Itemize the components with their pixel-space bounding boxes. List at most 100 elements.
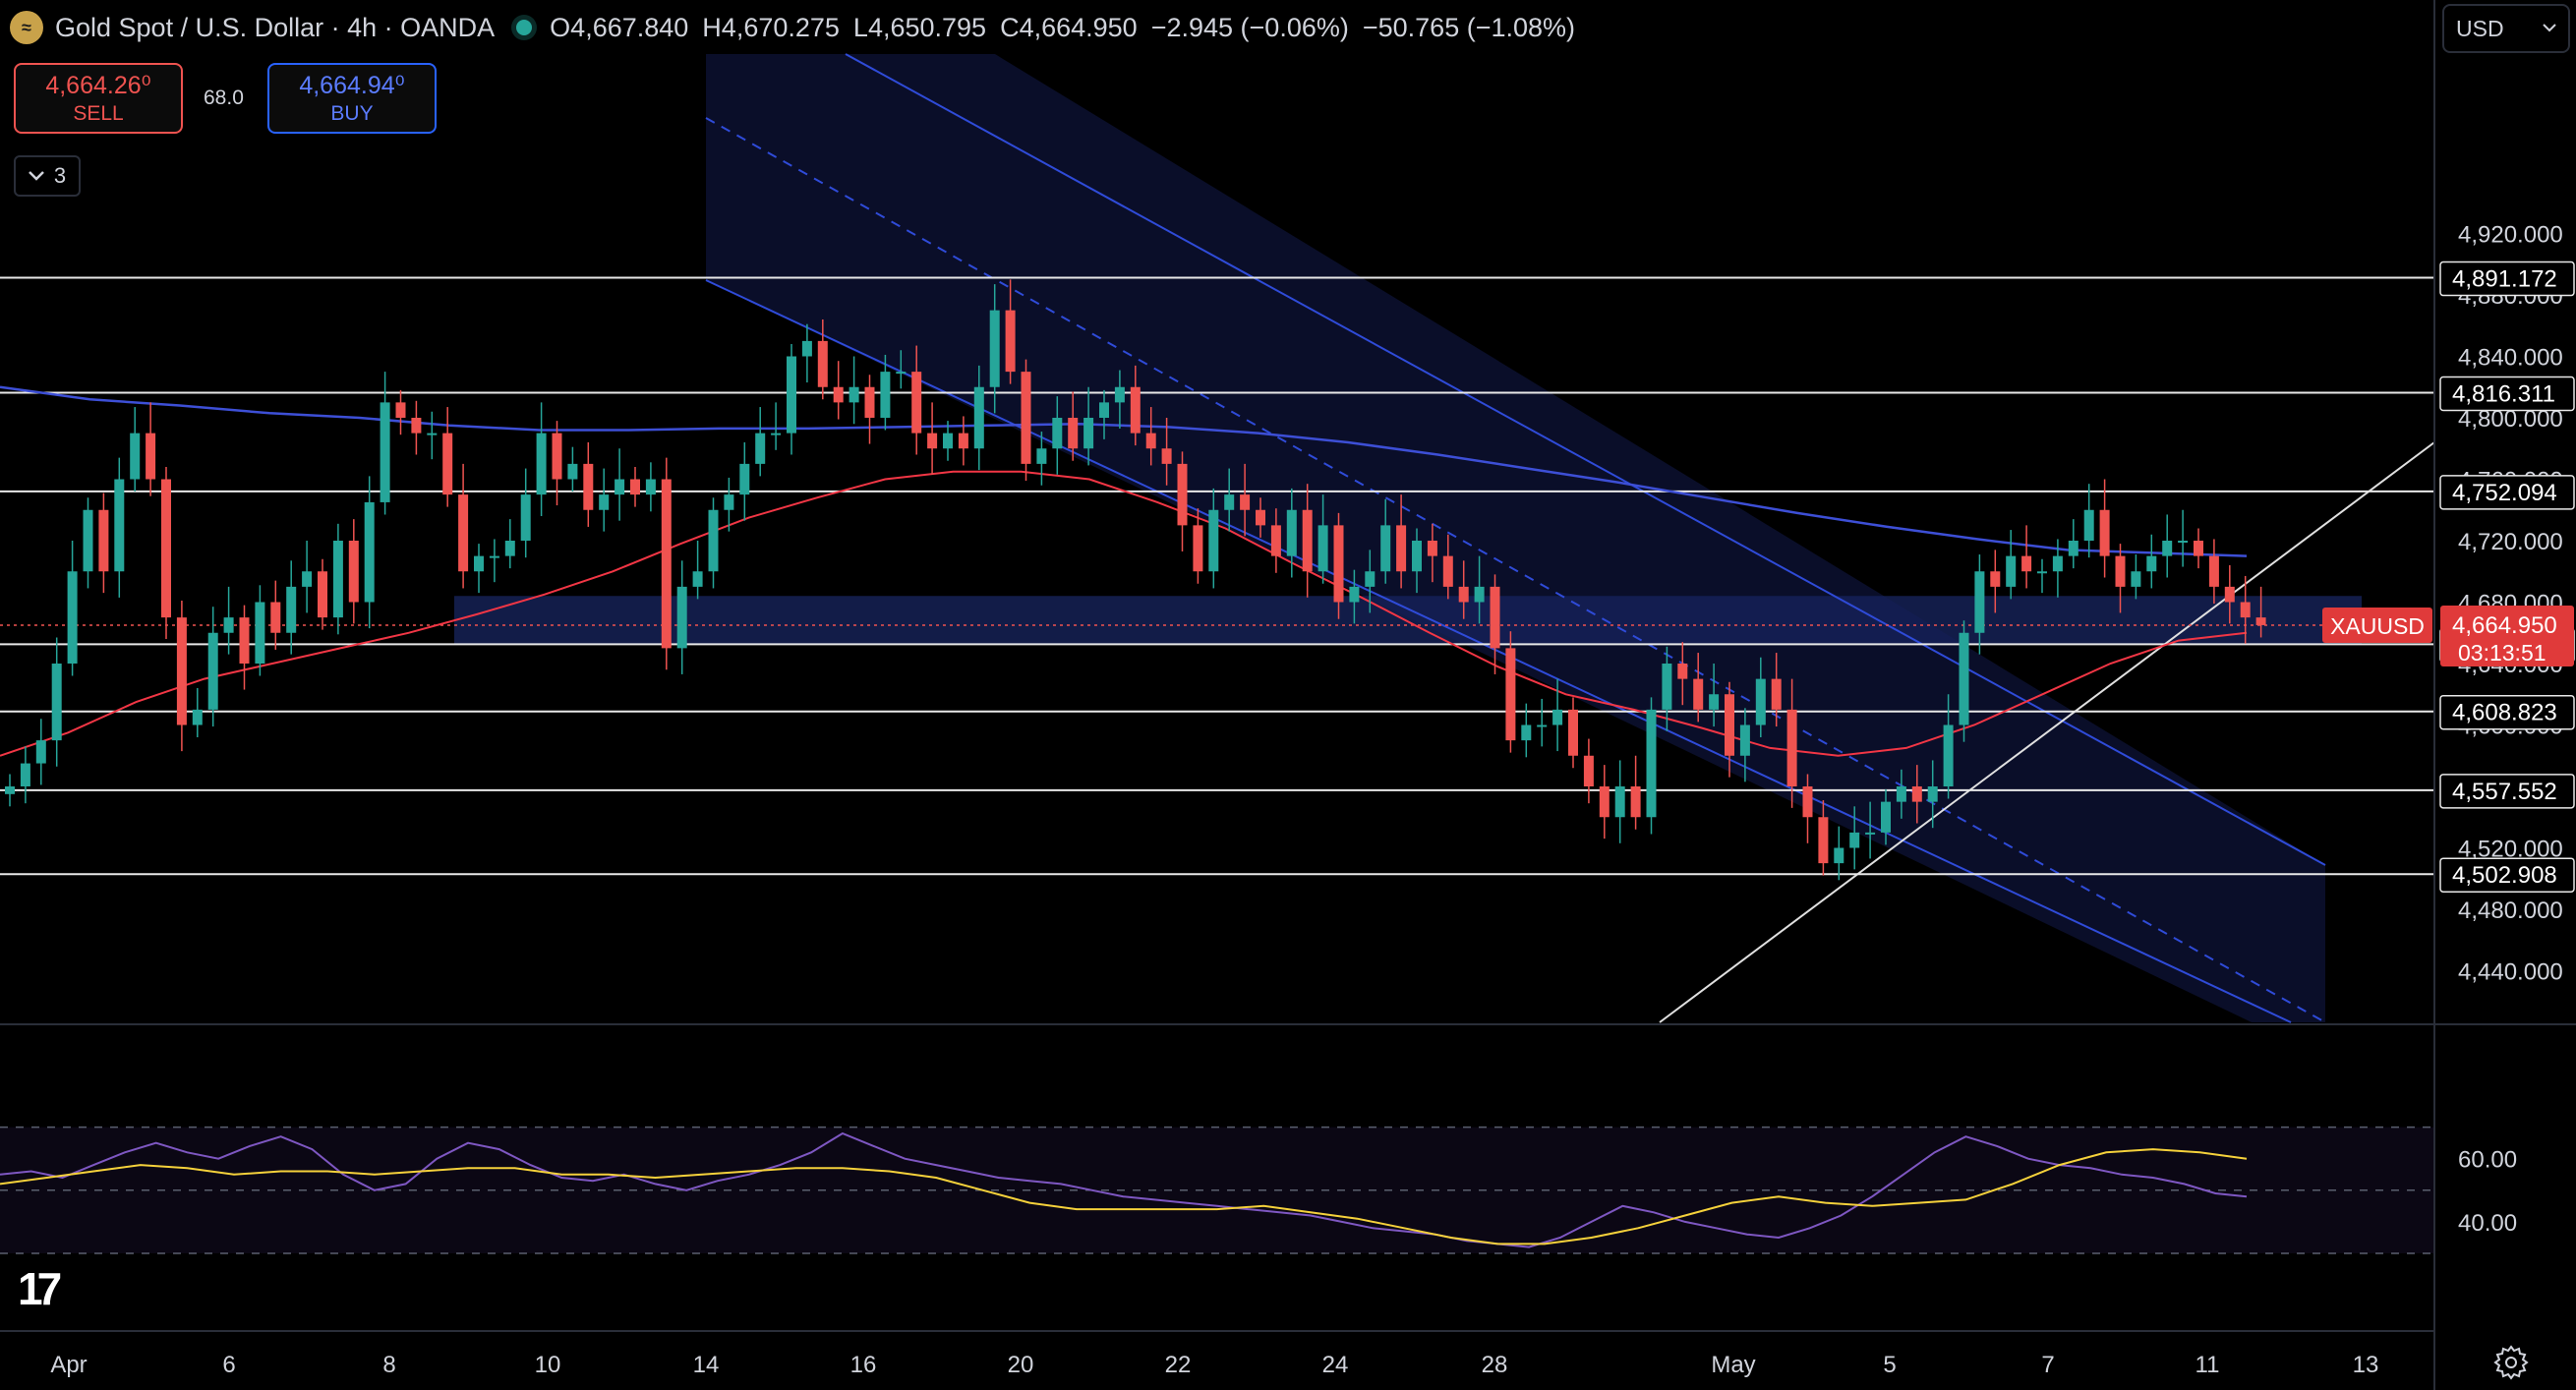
settings-gear-icon[interactable] — [2491, 1343, 2531, 1382]
x-tick-label: 11 — [2195, 1352, 2220, 1378]
candle — [1834, 847, 1844, 864]
candle — [1786, 709, 1797, 786]
candle — [239, 617, 250, 664]
level-label: 4,891.172 — [2452, 266, 2557, 293]
candle — [1083, 418, 1094, 449]
candle — [787, 356, 796, 434]
candle — [130, 433, 141, 480]
candle — [864, 386, 875, 418]
close-label: C — [1000, 12, 1020, 42]
candle — [1317, 525, 1328, 572]
candle — [146, 433, 156, 480]
rsi-line — [0, 1131, 2248, 1248]
level-label: 4,816.311 — [2452, 381, 2555, 408]
candle — [630, 479, 640, 495]
candle — [1130, 386, 1141, 434]
level-label-box — [2439, 475, 2575, 510]
candle — [1177, 463, 1188, 526]
candle — [1662, 664, 1672, 710]
candle — [5, 786, 15, 794]
candle — [1380, 525, 1391, 572]
x-tick-label: 28 — [1482, 1352, 1508, 1378]
x-tick-label: 8 — [382, 1352, 395, 1378]
ma-slow-line — [0, 385, 2248, 557]
candle — [318, 571, 327, 618]
spread-value: 68.0 — [204, 87, 244, 109]
candle — [1145, 433, 1156, 449]
candle — [1099, 402, 1109, 418]
candle — [1256, 509, 1265, 526]
candle — [1365, 571, 1376, 587]
candle — [958, 433, 968, 449]
rsi-ma-line — [0, 1148, 2248, 1245]
symbol-header: ≈ Gold Spot / U.S. Dollar · 4h · OANDA O… — [10, 8, 1575, 47]
sell-button[interactable]: 4,664.26⁰ SELL — [14, 63, 183, 134]
candle — [1224, 494, 1235, 510]
level-label: 4,608.823 — [2452, 700, 2557, 726]
buy-price: 4,664.94⁰ — [299, 72, 405, 99]
candle — [1537, 724, 1548, 727]
candle — [1896, 786, 1906, 802]
candle — [849, 386, 859, 403]
y-tick-label: 4,480.000 — [2458, 898, 2563, 924]
candle — [1959, 632, 1969, 725]
candle — [2037, 571, 2047, 574]
currency-value: USD — [2456, 15, 2504, 41]
candle — [1114, 386, 1125, 403]
channel-lower-line — [705, 279, 2292, 1023]
level-label-box — [2439, 857, 2575, 893]
x-tick-label: 6 — [222, 1352, 235, 1378]
symbol-title[interactable]: Gold Spot / U.S. Dollar · 4h · OANDA — [55, 12, 496, 42]
candle — [2224, 586, 2235, 603]
level-label-box — [2439, 376, 2575, 412]
candle — [2083, 509, 2094, 541]
candle — [1802, 786, 1813, 818]
candle — [1021, 372, 1031, 464]
candle — [1302, 509, 1313, 572]
candle — [1927, 786, 1938, 802]
candle — [817, 340, 828, 387]
close-value: 4,664.950 — [1019, 12, 1138, 42]
indicators-toggle-button[interactable]: 3 — [14, 155, 81, 197]
sell-price: 4,664.26⁰ — [45, 72, 151, 99]
level-label-box — [2439, 774, 2575, 809]
candle — [567, 463, 578, 480]
candle — [708, 509, 719, 572]
candle — [1849, 832, 1860, 848]
high-value: 4,670.275 — [721, 12, 840, 42]
candle — [520, 494, 531, 541]
sell-label: SELL — [73, 102, 124, 125]
y-tick-label: 4,720.000 — [2458, 529, 2563, 555]
candle — [1474, 586, 1485, 603]
candle — [1396, 525, 1407, 572]
indicators-count: 3 — [53, 163, 67, 188]
candle — [1068, 418, 1079, 449]
market-open-icon — [516, 20, 533, 35]
candle — [1677, 664, 1688, 679]
candle — [255, 602, 265, 664]
candle — [2006, 555, 2017, 587]
x-tick-label: 7 — [2041, 1352, 2054, 1378]
channel-fill — [706, 54, 2325, 1022]
level-label: 4,557.552 — [2452, 779, 2557, 805]
candle — [1755, 678, 1766, 725]
candle — [223, 617, 234, 633]
low-label: L — [852, 12, 868, 42]
currency-select[interactable]: USD — [2442, 4, 2570, 53]
candle — [270, 602, 281, 633]
candle — [973, 386, 984, 449]
x-tick-label: 16 — [850, 1352, 877, 1378]
candle — [489, 555, 499, 558]
level-label: 4,752.094 — [2452, 480, 2557, 506]
candle — [661, 479, 672, 649]
candle — [1771, 678, 1782, 710]
candle — [1286, 509, 1297, 556]
candle — [1521, 724, 1532, 741]
x-tick-label: May — [1711, 1352, 1755, 1378]
x-tick-label: Apr — [50, 1352, 87, 1378]
tradingview-logo: 17 — [18, 1263, 62, 1314]
candle — [1911, 786, 1922, 802]
buy-button[interactable]: 4,664.94⁰ BUY — [267, 63, 437, 134]
current-price-tag — [2440, 606, 2574, 667]
